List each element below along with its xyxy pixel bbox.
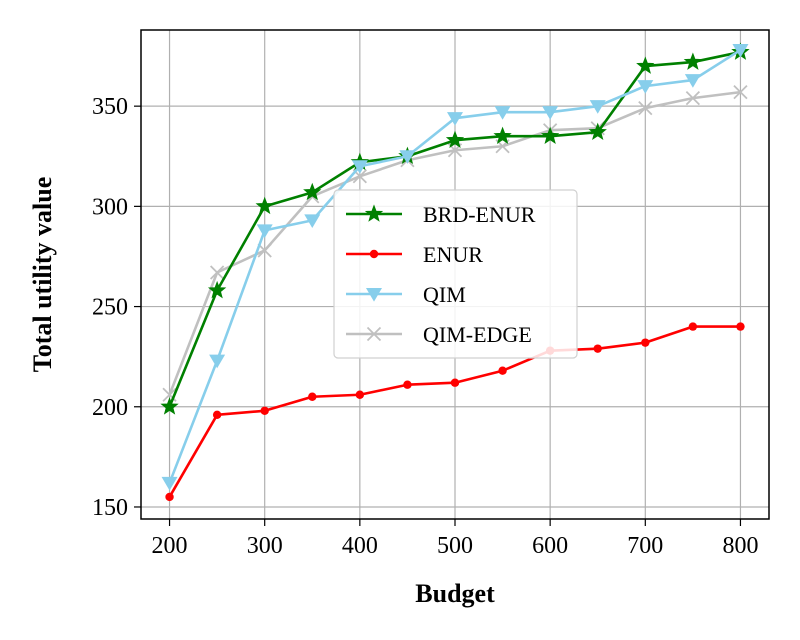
data-point-qim-edge (257, 243, 272, 258)
data-point-qim (256, 224, 273, 239)
data-point-qim (542, 106, 559, 120)
data-point-brd-enur (160, 397, 179, 415)
x-axis-title: Budget (415, 579, 495, 608)
data-point-brd-enur (303, 182, 322, 201)
data-point-brd-enur (493, 126, 512, 145)
data-point-brd-enur (207, 280, 227, 299)
series-layer (160, 42, 750, 502)
data-point-brd-enur (445, 130, 465, 149)
x-tick-label: 300 (247, 533, 283, 559)
y-tick-label: 300 (92, 194, 128, 220)
data-point-enur (165, 492, 174, 502)
data-point-qim (399, 150, 416, 164)
data-point-qim (684, 74, 701, 88)
legend-box (333, 189, 578, 359)
data-point-qim-edge (685, 91, 701, 106)
x-tick-label: 200 (152, 533, 188, 559)
data-point-qim (637, 80, 654, 94)
legend-marker-brd-enur (364, 204, 384, 222)
series-enur (165, 322, 745, 502)
data-point-brd-enur (636, 56, 655, 74)
data-point-qim (209, 354, 226, 369)
y-tick-label: 250 (92, 295, 128, 321)
data-point-enur (212, 410, 222, 419)
data-point-enur (308, 392, 317, 401)
data-point-qim (589, 100, 606, 114)
data-point-brd-enur (588, 122, 607, 141)
data-point-brd-enur (683, 52, 703, 70)
data-point-enur (641, 338, 650, 347)
x-tick-label: 800 (722, 533, 758, 559)
legend-marker-enur (369, 249, 379, 259)
x-tick-label: 400 (342, 533, 378, 559)
y-tick-label: 350 (92, 94, 128, 120)
data-point-qim (351, 160, 368, 174)
data-point-brd-enur (540, 126, 560, 145)
legend-marker-qim-edge (366, 326, 382, 342)
data-point-enur (355, 390, 365, 399)
y-tick-label: 150 (92, 495, 128, 521)
x-tick-label: 700 (627, 533, 663, 559)
data-point-qim-edge (733, 84, 748, 100)
data-point-enur (688, 322, 698, 331)
y-axis-title: Total utility value (28, 177, 57, 373)
series-qim (161, 44, 749, 491)
data-point-brd-enur (255, 196, 274, 215)
data-point-enur (593, 344, 602, 353)
axis-ticks: 200 300 400 500 600 700 800 150 200 250 300 350 (92, 94, 758, 559)
data-point-qim (447, 112, 463, 126)
data-point-qim-edge (209, 265, 225, 280)
data-point-qim (304, 214, 321, 228)
x-tick-label: 500 (437, 533, 473, 559)
legend-label-qim: QIM (423, 282, 466, 307)
data-point-qim (732, 44, 749, 58)
legend-marker-qim (366, 288, 382, 302)
data-point-qim (494, 106, 511, 120)
data-point-enur (260, 406, 269, 415)
data-point-enur (403, 380, 412, 389)
legend: BRD-ENUR ENUR QIM QIM-EDGE (333, 189, 578, 359)
data-point-enur (498, 366, 507, 375)
y-tick-label: 200 (92, 395, 128, 421)
x-tick-label: 600 (532, 533, 568, 559)
legend-label-qim-edge: QIM-EDGE (423, 322, 532, 347)
legend-label-brd-enur: BRD-ENUR (423, 202, 536, 227)
data-point-qim (161, 476, 178, 491)
legend-label-enur: ENUR (423, 242, 483, 267)
data-point-enur (450, 378, 460, 387)
data-point-qim-edge (638, 101, 653, 116)
data-point-enur (736, 322, 745, 331)
